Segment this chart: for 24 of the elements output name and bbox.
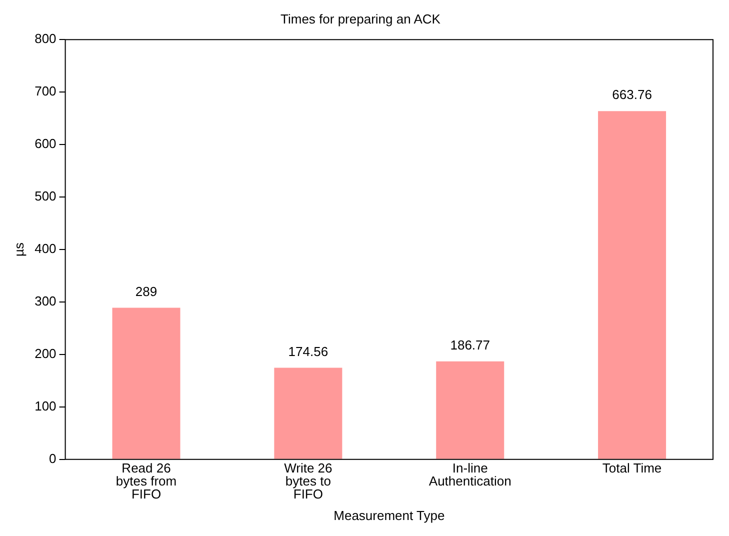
x-tick-label: Write 26 bytes to FIFO bbox=[284, 460, 332, 502]
data-label: 663.76 bbox=[612, 87, 652, 102]
x-tick-label: Total Time bbox=[602, 460, 662, 476]
y-tick-label: 600 bbox=[34, 136, 56, 152]
y-tick-label: 0 bbox=[49, 450, 56, 466]
y-tick-label: 700 bbox=[34, 84, 56, 99]
data-label: 289 bbox=[135, 284, 158, 299]
y-tick-label: 100 bbox=[34, 398, 56, 414]
x-tick-label: Read 26 bytes from FIFO bbox=[116, 460, 177, 502]
data-label: 186.77 bbox=[450, 337, 490, 352]
bar bbox=[436, 361, 504, 459]
y-tick-label: 200 bbox=[34, 346, 56, 362]
data-label: 174.56 bbox=[288, 344, 328, 359]
y-tick-label: 500 bbox=[34, 188, 56, 204]
y-axis-title: µs bbox=[11, 242, 26, 256]
chart-title: Times for preparing an ACK bbox=[280, 11, 441, 26]
bar bbox=[112, 308, 180, 459]
bar bbox=[598, 111, 666, 459]
bar bbox=[274, 368, 342, 459]
y-tick-label: 300 bbox=[34, 294, 56, 309]
y-tick-label: 800 bbox=[34, 31, 56, 46]
x-axis-title: Measurement Type bbox=[334, 508, 445, 523]
y-tick-label: 400 bbox=[34, 241, 56, 256]
x-tick-label: In-line Authentication bbox=[428, 460, 512, 488]
